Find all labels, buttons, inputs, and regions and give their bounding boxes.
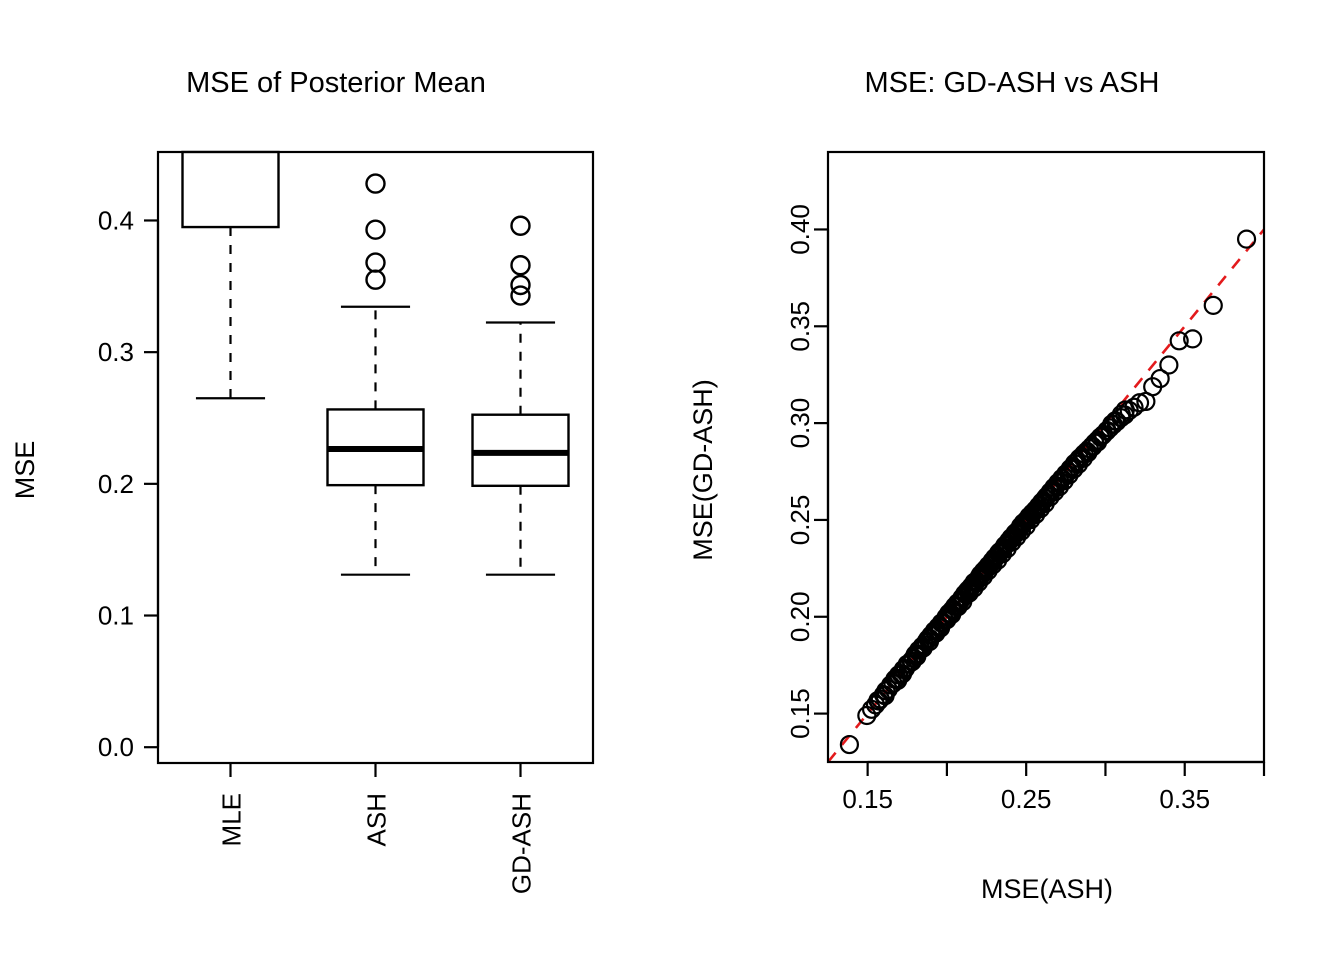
scatter-point — [988, 550, 1008, 570]
scatter-point — [978, 561, 998, 581]
scatter-point — [919, 631, 940, 652]
outlier-point — [365, 173, 386, 194]
y-tick-label: 0.25 — [785, 495, 815, 546]
panel-scatter: MSE: GD-ASH vs ASH MSE(GD-ASH) MSE(ASH) … — [672, 0, 1344, 960]
y-tick-label: 0.30 — [785, 398, 815, 449]
scatter-point — [1030, 499, 1051, 519]
scatter-point — [953, 592, 973, 612]
boxplot-svg: MSE of Posterior Mean MSE 0.00.10.20.30.… — [10, 67, 595, 894]
scatter-point — [973, 566, 993, 587]
scatter-point — [1078, 442, 1098, 463]
scatter-point — [1073, 448, 1093, 468]
scatter-point — [997, 538, 1017, 559]
scatter-point — [1111, 404, 1131, 424]
panel-boxplot: MSE of Posterior Mean MSE 0.0 0.1 0.2 0.3 0.… — [10, 67, 595, 894]
outlier-point — [365, 252, 386, 273]
scatter-point — [902, 652, 922, 672]
scatter-point — [942, 604, 962, 625]
outlier-point — [365, 219, 386, 240]
y-tick-label: 0.2 — [98, 469, 134, 499]
scatter-point — [930, 618, 951, 638]
scatter-point — [1159, 355, 1179, 375]
scatter-point — [1007, 527, 1027, 547]
y-tick-label: 0.4 — [98, 205, 134, 235]
x-tick-label-gd-ash: GD-ASH — [507, 793, 537, 894]
y-tick-label: 0.40 — [785, 204, 815, 255]
box-mle — [181, 150, 280, 229]
scatter-point — [1092, 426, 1112, 446]
scatter-svg: MSE: GD-ASH vs ASH MSE(GD-ASH) MSE(ASH) … — [688, 67, 1266, 904]
scatter-point — [1083, 437, 1103, 457]
scatter-ylabel: MSE(GD-ASH) — [688, 379, 718, 561]
scatter-point — [1011, 521, 1032, 541]
scatter-point — [1087, 432, 1108, 452]
scatter-point — [1183, 329, 1203, 349]
scatter-points-group — [828, 228, 1264, 762]
scatter-point — [1059, 465, 1079, 485]
outlier-point — [510, 255, 531, 276]
scatter-point — [969, 572, 989, 592]
boxplot-title: MSE of Posterior Mean — [186, 67, 486, 99]
scatter-point — [907, 646, 927, 667]
scatter-point — [1026, 504, 1046, 525]
outlier-point — [510, 285, 531, 306]
scatter-point — [1035, 493, 1055, 514]
scatter-content: 0.15 0.25 0.35 0.15 0.20 0.25 0.30 0.35 0.40 — [785, 150, 1266, 814]
y-tick-label: 0.15 — [785, 688, 815, 739]
x-tick-label: 0.15 — [842, 784, 893, 814]
scatter-point — [892, 664, 913, 684]
scatter-point — [839, 734, 860, 755]
scatter-point — [1068, 454, 1089, 474]
y-tick-label: 0.35 — [785, 301, 815, 352]
x-tick-label-ash: ASH — [362, 793, 392, 846]
scatter-point — [1002, 532, 1022, 552]
scatter-point — [1150, 368, 1170, 389]
scatter-point — [888, 670, 908, 690]
scatter-point — [1169, 331, 1189, 351]
scatter-point — [1040, 487, 1060, 507]
y-tick-label: 0.3 — [98, 337, 134, 367]
x-tick-label-mle: MLE — [217, 793, 247, 846]
scatter-point — [869, 691, 889, 711]
y-tick-label: 0.0 — [98, 732, 134, 762]
scatter-title: MSE: GD-ASH vs ASH — [865, 67, 1160, 99]
scatter-point — [1064, 459, 1084, 479]
scatter-point — [1236, 229, 1257, 249]
scatter-point — [1021, 509, 1041, 530]
scatter-point — [1049, 477, 1070, 497]
scatter-point — [1105, 411, 1125, 431]
y-tick-label: 0.1 — [98, 601, 134, 631]
scatter-point — [964, 578, 984, 598]
scatter-point — [875, 686, 895, 706]
scatter-point — [1045, 482, 1065, 502]
scatter-point — [1203, 295, 1223, 315]
scatter-point — [1115, 400, 1135, 420]
boxplot-content: 0.0 0.1 0.2 0.3 0.4 MLE ASH GD-ASH — [98, 150, 595, 894]
y-tick-label: 0.20 — [785, 591, 815, 642]
scatter-xlabel: MSE(ASH) — [981, 874, 1113, 904]
outlier-point — [510, 274, 531, 296]
scatter-point — [983, 555, 1003, 575]
outlier-point — [365, 269, 386, 290]
scatter-point — [1054, 471, 1074, 491]
outlier-point — [510, 215, 531, 236]
scatter-point — [992, 544, 1012, 564]
x-tick-label: 0.25 — [1001, 784, 1052, 814]
x-tick-label: 0.35 — [1159, 784, 1210, 814]
boxplot-ylabel: MSE — [10, 441, 40, 500]
